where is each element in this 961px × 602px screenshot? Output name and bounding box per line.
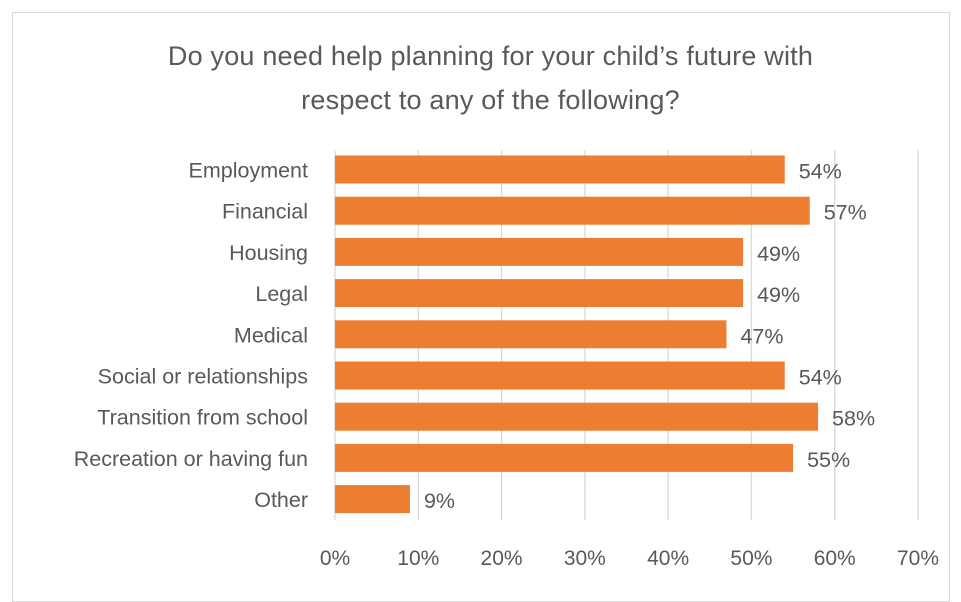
bar bbox=[335, 361, 785, 390]
category-label: Transition from school bbox=[97, 406, 308, 430]
chart-title-line-1: Do you need help planning for your child… bbox=[167, 41, 814, 71]
category-label: Employment bbox=[189, 159, 309, 183]
data-label: 49% bbox=[757, 242, 800, 266]
bars bbox=[335, 155, 819, 514]
category-label: Legal bbox=[255, 282, 308, 306]
category-label: Medical bbox=[234, 323, 308, 347]
data-label: 49% bbox=[757, 283, 800, 307]
category-label: Financial bbox=[222, 200, 308, 224]
x-tick-label: 60% bbox=[814, 547, 856, 570]
category-labels: Employment Financial Housing Legal Medical So… bbox=[74, 159, 308, 513]
x-tick-label: 70% bbox=[897, 547, 939, 570]
data-label: 47% bbox=[740, 324, 783, 348]
x-tick-label: 40% bbox=[647, 547, 689, 570]
category-label: Social or relationships bbox=[98, 365, 308, 389]
data-label: 55% bbox=[807, 448, 850, 472]
data-label: 9% bbox=[424, 489, 455, 513]
data-label: 58% bbox=[832, 407, 875, 431]
bar bbox=[335, 237, 744, 266]
data-labels: 54% 57% 49% 49% 47% 54% 58% 55% 9% bbox=[424, 160, 875, 514]
x-tick-label: 50% bbox=[730, 547, 772, 570]
bar bbox=[335, 443, 794, 472]
bar bbox=[335, 320, 727, 349]
data-label: 57% bbox=[824, 201, 867, 225]
data-label: 54% bbox=[799, 366, 842, 390]
x-axis-tick-labels: 0% 10% 20% 30% 40% 50% 60% 70% bbox=[320, 547, 939, 570]
category-label: Housing bbox=[229, 241, 308, 265]
chart-title: Do you need help planning for your child… bbox=[0, 34, 961, 122]
category-label: Recreation or having fun bbox=[74, 447, 308, 471]
bar bbox=[335, 402, 819, 431]
bar bbox=[335, 196, 810, 225]
x-tick-label: 10% bbox=[397, 547, 439, 570]
bar bbox=[335, 485, 410, 514]
bar-chart: Employment Financial Housing Legal Medical So… bbox=[74, 150, 939, 570]
x-tick-label: 0% bbox=[320, 547, 350, 570]
category-label: Other bbox=[254, 488, 308, 512]
bar bbox=[335, 155, 785, 184]
bar bbox=[335, 279, 744, 308]
x-tick-label: 30% bbox=[564, 547, 606, 570]
x-tick-label: 20% bbox=[481, 547, 523, 570]
chart-title-line-2: respect to any of the following? bbox=[301, 85, 680, 115]
data-label: 54% bbox=[799, 160, 842, 184]
